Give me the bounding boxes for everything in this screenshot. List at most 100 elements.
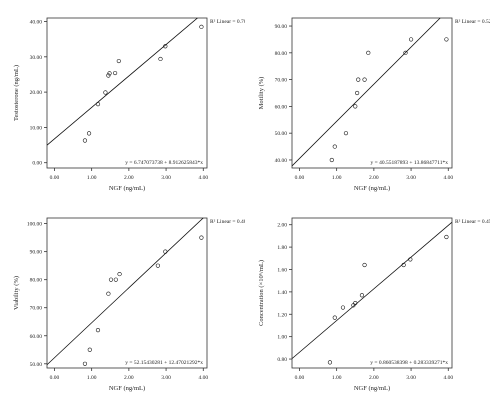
data-point <box>106 291 111 296</box>
x-tick-label: 0.00 <box>50 175 60 181</box>
chart-svg: 0.00 1.00 2.00 3.00 4.00 0.80 1.00 1.20 1.40 1.60… <box>258 217 495 392</box>
r-squared-label: R² Linear = 0.484 <box>210 219 245 225</box>
y-tick-label: 80.00 <box>275 51 288 57</box>
data-point <box>103 90 108 95</box>
x-tick-label: 4.00 <box>198 375 208 381</box>
x-tick-label: 1.00 <box>87 375 97 381</box>
data-point <box>163 249 168 254</box>
regression-line <box>47 218 204 366</box>
data-point <box>117 271 122 277</box>
x-tick-label: 4.00 <box>198 175 208 181</box>
data-point <box>113 277 118 282</box>
regression-line <box>292 221 452 359</box>
y-tick-label: 30.00 <box>30 55 43 61</box>
x-axis-label: NGF (ng/mL) <box>109 185 145 192</box>
y-tick-label: 60.00 <box>275 104 288 110</box>
y-tick-label: 0.80 <box>277 357 287 363</box>
x-tick-label: 4.00 <box>443 175 453 181</box>
data-point <box>116 58 121 64</box>
x-tick-label: 4.00 <box>443 375 453 381</box>
y-tick-label: 100.00 <box>27 222 42 228</box>
regression-equation: y = 52.15430281 + 12.47021292*x <box>125 360 203 366</box>
data-point <box>87 347 92 352</box>
y-tick-label: 1.20 <box>277 312 287 318</box>
x-tick-label: 3.00 <box>406 375 416 381</box>
plot-frame <box>46 17 208 169</box>
data-point <box>362 262 367 268</box>
y-axis-label: Motility (%) <box>258 77 265 110</box>
y-tick-label: 80.00 <box>30 278 43 284</box>
y-tick-label: 90.00 <box>275 24 288 30</box>
y-tick-label: 60.00 <box>30 334 43 340</box>
y-tick-label: 20.00 <box>30 90 43 96</box>
data-point <box>108 277 114 282</box>
data-point <box>107 71 112 76</box>
y-tick-label: 50.00 <box>30 362 43 368</box>
x-tick-label: 1.00 <box>332 175 342 181</box>
data-point <box>356 77 361 82</box>
y-tick-label: 40.00 <box>275 158 288 164</box>
x-tick-label: 2.00 <box>369 375 379 381</box>
y-tick-label: 70.00 <box>275 78 288 84</box>
data-point <box>353 300 358 306</box>
data-point <box>355 90 360 96</box>
x-tick-label: 0.00 <box>295 375 305 381</box>
data-point <box>408 37 414 42</box>
plot-frame <box>291 217 453 369</box>
data-point <box>82 138 88 143</box>
data-point <box>353 104 358 109</box>
data-point <box>155 263 160 268</box>
x-tick-label: 2.00 <box>124 375 134 381</box>
x-tick-label: 2.00 <box>369 175 379 181</box>
regression-line <box>47 18 199 146</box>
x-tick-label: 2.00 <box>124 175 134 181</box>
motility-scatter-chart: 0.00 1.00 2.00 3.00 4.00 40.00 50.00 60.00 70.00… <box>250 10 495 205</box>
x-tick-label: 3.00 <box>161 375 171 381</box>
data-point <box>444 37 449 42</box>
data-point <box>327 360 333 365</box>
data-point <box>366 50 371 55</box>
data-point <box>332 315 337 320</box>
data-point <box>86 131 92 136</box>
r-squared-label: R² Linear = 0.522 <box>455 19 490 25</box>
data-point <box>329 157 334 163</box>
y-axis-label: Concentration (×10⁶/mL) <box>258 260 265 326</box>
data-point <box>362 77 367 82</box>
chart-svg: 0.00 1.00 2.00 3.00 4.00 0.00 10.00 20.00 30.00 4… <box>13 17 250 192</box>
data-point <box>340 305 346 310</box>
plot-frame <box>291 17 453 169</box>
data-point <box>163 44 168 49</box>
data-point <box>332 144 337 149</box>
data-point <box>199 235 204 240</box>
y-axis-label: Viability (%) <box>13 276 20 310</box>
y-tick-label: 1.00 <box>277 335 287 341</box>
data-point <box>95 328 101 333</box>
data-point <box>199 24 204 29</box>
regression-equation: y = 0.860538398 + 0.283339271*x <box>370 360 448 366</box>
data-point <box>359 293 365 298</box>
data-point <box>408 257 413 262</box>
r-squared-label: R² Linear = 0.701 <box>210 19 245 25</box>
regression-line <box>292 18 441 167</box>
x-tick-label: 3.00 <box>406 175 416 181</box>
y-tick-label: 90.00 <box>30 250 43 256</box>
y-tick-label: 2.00 <box>277 223 287 229</box>
y-tick-label: 40.00 <box>30 20 43 26</box>
y-tick-label: 1.60 <box>277 267 287 273</box>
x-axis-label: NGF (ng/mL) <box>354 185 390 192</box>
data-point <box>401 262 406 268</box>
data-point <box>444 234 449 240</box>
x-tick-label: 1.00 <box>332 375 342 381</box>
y-tick-label: 1.40 <box>277 290 287 296</box>
x-axis-label: NGF (ng/mL) <box>109 385 145 392</box>
plot-frame <box>46 217 208 369</box>
data-point <box>158 56 163 62</box>
concentration-scatter-chart: 0.00 1.00 2.00 3.00 4.00 0.80 1.00 1.20 1.40 1.60… <box>250 210 495 405</box>
y-tick-label: 10.00 <box>30 125 43 131</box>
data-point <box>95 102 101 107</box>
x-tick-label: 3.00 <box>161 175 171 181</box>
y-axis-label: Testosterone (ng/mL) <box>13 65 20 121</box>
x-axis-label: NGF (ng/mL) <box>354 385 390 392</box>
y-tick-label: 1.80 <box>277 245 287 251</box>
y-tick-label: 70.00 <box>30 306 43 312</box>
